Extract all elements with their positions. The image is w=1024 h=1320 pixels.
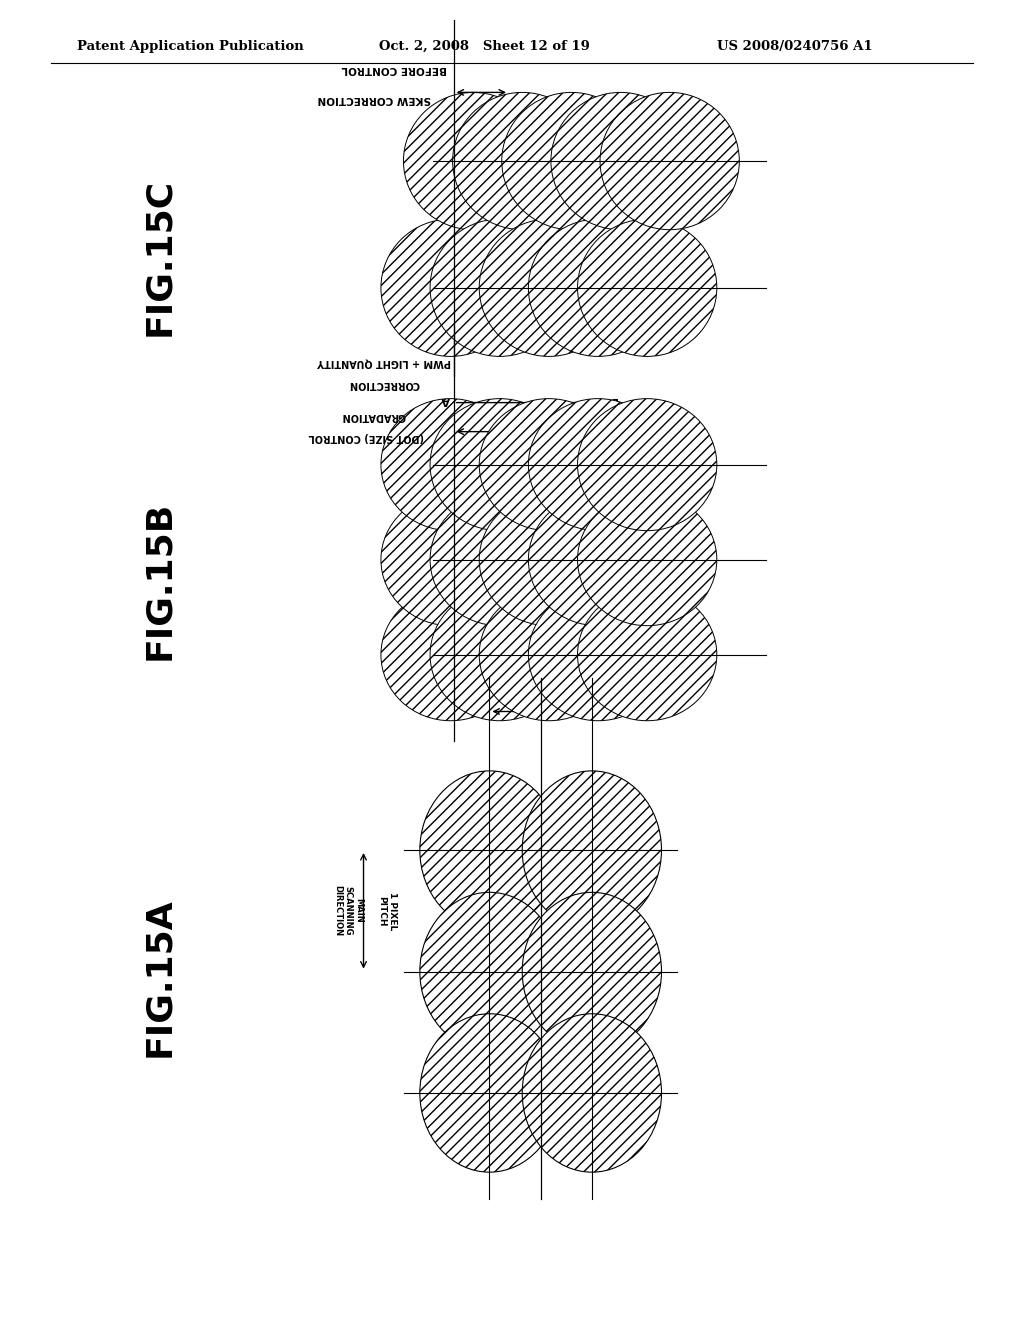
Ellipse shape [381, 219, 520, 356]
Text: US 2008/0240756 A1: US 2008/0240756 A1 [717, 40, 872, 53]
Text: BEFORE CONTROL: BEFORE CONTROL [341, 63, 447, 74]
Ellipse shape [420, 771, 559, 929]
Text: Patent Application Publication: Patent Application Publication [77, 40, 303, 53]
Text: FIG.15A: FIG.15A [141, 896, 176, 1057]
Ellipse shape [381, 399, 520, 531]
Ellipse shape [528, 494, 668, 626]
Ellipse shape [522, 1014, 662, 1172]
Text: Oct. 2, 2008   Sheet 12 of 19: Oct. 2, 2008 Sheet 12 of 19 [379, 40, 590, 53]
Ellipse shape [528, 589, 668, 721]
Text: CORRECTION: CORRECTION [348, 379, 420, 389]
Ellipse shape [528, 399, 668, 531]
Ellipse shape [528, 219, 668, 356]
Text: 1 PIXEL
PITCH: 1 PIXEL PITCH [378, 892, 396, 929]
Text: GRADATION: GRADATION [342, 411, 406, 421]
Ellipse shape [551, 92, 690, 230]
Ellipse shape [430, 399, 569, 531]
Ellipse shape [430, 494, 569, 626]
Ellipse shape [578, 589, 717, 721]
Ellipse shape [522, 771, 662, 929]
Ellipse shape [479, 589, 618, 721]
Text: (DOT SIZE) CONTROL: (DOT SIZE) CONTROL [309, 432, 424, 442]
Ellipse shape [453, 92, 592, 230]
Text: B: B [608, 395, 616, 405]
Ellipse shape [381, 494, 520, 626]
Ellipse shape [578, 399, 717, 531]
Ellipse shape [479, 494, 618, 626]
Ellipse shape [430, 589, 569, 721]
Ellipse shape [600, 92, 739, 230]
Text: PWM + LIGHT QUANTITY: PWM + LIGHT QUANTITY [317, 358, 451, 368]
Ellipse shape [381, 589, 520, 721]
Ellipse shape [502, 92, 641, 230]
Ellipse shape [430, 219, 569, 356]
Text: SKEW CORRECTION: SKEW CORRECTION [317, 94, 430, 104]
Ellipse shape [578, 494, 717, 626]
Ellipse shape [479, 399, 618, 531]
Ellipse shape [403, 92, 543, 230]
Text: A: A [441, 395, 450, 405]
Ellipse shape [420, 892, 559, 1051]
Text: MAIN
SCANNING
DIRECTION: MAIN SCANNING DIRECTION [333, 886, 364, 936]
Ellipse shape [420, 1014, 559, 1172]
Text: 1 PIXEL
PITCH: 1 PIXEL PITCH [520, 668, 561, 689]
Ellipse shape [479, 219, 618, 356]
Text: FIG.15B: FIG.15B [141, 502, 176, 660]
Ellipse shape [578, 219, 717, 356]
Text: FIG.15C: FIG.15C [141, 178, 176, 337]
Text: SUB
SCANNING
DIRECTION: SUB SCANNING DIRECTION [513, 618, 568, 647]
Ellipse shape [522, 892, 662, 1051]
